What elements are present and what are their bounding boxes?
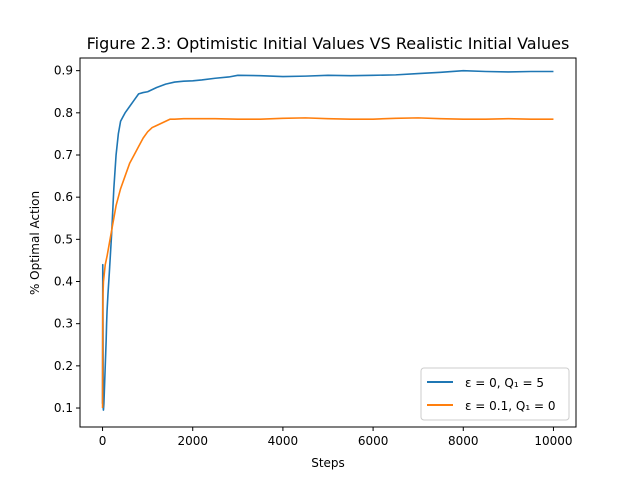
- legend: ε = 0, Q₁ = 5 ε = 0.1, Q₁ = 0: [420, 367, 570, 421]
- legend-box: [420, 367, 570, 421]
- y-axis: 0.1 0.2 0.3 0.4 0.5 0.6 0.7 0.8 0.9: [54, 64, 80, 415]
- x-tick-label: 2000: [177, 434, 208, 448]
- y-tick-label: 0.9: [54, 64, 73, 78]
- legend-label-2: ε = 0.1, Q₁ = 0: [465, 399, 555, 413]
- y-tick-label: 0.4: [54, 275, 73, 289]
- y-tick-label: 0.7: [54, 148, 73, 162]
- legend-label-1: ε = 0, Q₁ = 5: [465, 376, 544, 390]
- y-tick-label: 0.3: [54, 317, 73, 331]
- plot-frame: [79, 57, 577, 428]
- x-tick-label: 8000: [448, 434, 479, 448]
- y-tick-label: 0.2: [54, 359, 73, 373]
- plot-area: [79, 57, 577, 428]
- series-line-1: [101, 69, 554, 411]
- y-tick-label: 0.8: [54, 106, 73, 120]
- y-tick-label: 0.1: [54, 401, 73, 415]
- x-tick-label: 0: [99, 434, 107, 448]
- series-line-2: [101, 117, 554, 409]
- y-axis-label: % Optimal Action: [28, 191, 42, 295]
- y-tick-label: 0.5: [54, 232, 73, 246]
- x-axis: 0 2000 4000 6000 8000 10000: [99, 427, 573, 448]
- x-axis-label: Steps: [311, 456, 345, 470]
- x-tick-label: 4000: [268, 434, 299, 448]
- x-tick-label: 6000: [358, 434, 389, 448]
- x-tick-label: 10000: [534, 434, 572, 448]
- chart-title: Figure 2.3: Optimistic Initial Values VS…: [87, 34, 570, 53]
- y-tick-label: 0.6: [54, 190, 73, 204]
